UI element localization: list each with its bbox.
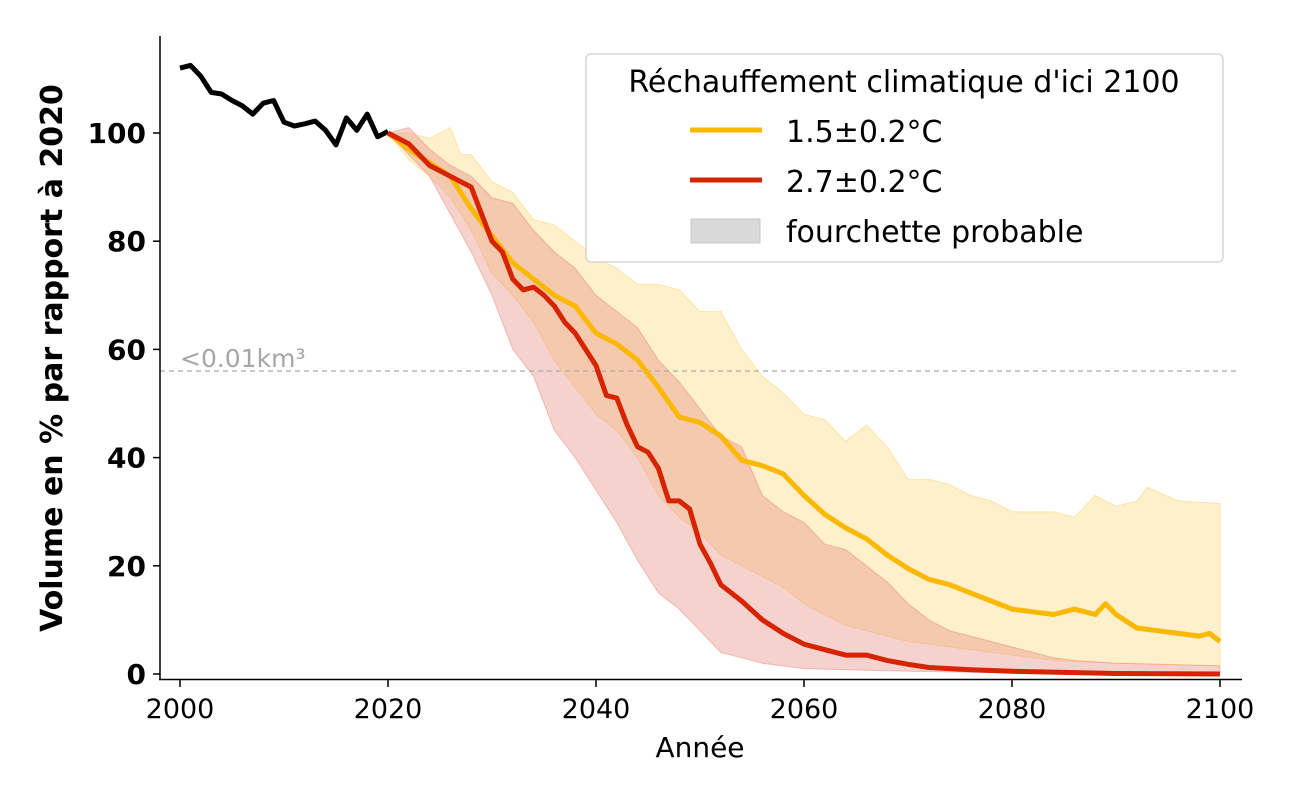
x-tick-label: 2040 [562, 694, 631, 725]
y-tick-label: 40 [107, 442, 146, 475]
line-2-7c [386, 130, 1221, 677]
x-tick-label: 2020 [354, 694, 423, 725]
legend-label-2-7c: 2.7±0.2°C [786, 165, 943, 200]
x-ticks: 2000 2020 2040 2060 2080 2100 [146, 680, 1255, 725]
y-tick-label: 100 [88, 117, 146, 150]
legend: Réchauffement climatique d'ici 2100 1.5±… [585, 53, 1224, 263]
x-tick-label: 2080 [978, 694, 1047, 725]
series-lines [179, 62, 1222, 677]
y-tick-label: 80 [107, 225, 146, 258]
legend-label-range: fourchette probable [786, 215, 1083, 250]
y-tick-label: 60 [107, 333, 146, 366]
line-historical [179, 62, 390, 148]
x-tick-label: 2100 [1186, 694, 1255, 725]
legend-label-1-5c: 1.5±0.2°C [786, 115, 943, 150]
x-axis-label: Année [655, 731, 744, 764]
band-2-7c [387, 127, 1221, 675]
x-tick-label: 2060 [770, 694, 839, 725]
legend-title: Réchauffement climatique d'ici 2100 [628, 65, 1179, 100]
legend-swatch-range [690, 218, 761, 244]
y-tick-label: 0 [127, 658, 146, 691]
y-ticks: 0 20 40 60 80 100 [88, 117, 160, 691]
y-axis-label: Volume en % par rapport à 2020 [35, 84, 70, 632]
legend-box [585, 53, 1224, 263]
reference-line-label: <0.01km³ [180, 344, 305, 373]
line-1-5c [386, 131, 1222, 644]
y-tick-label: 20 [107, 550, 146, 583]
x-tick-label: 2000 [146, 694, 215, 725]
